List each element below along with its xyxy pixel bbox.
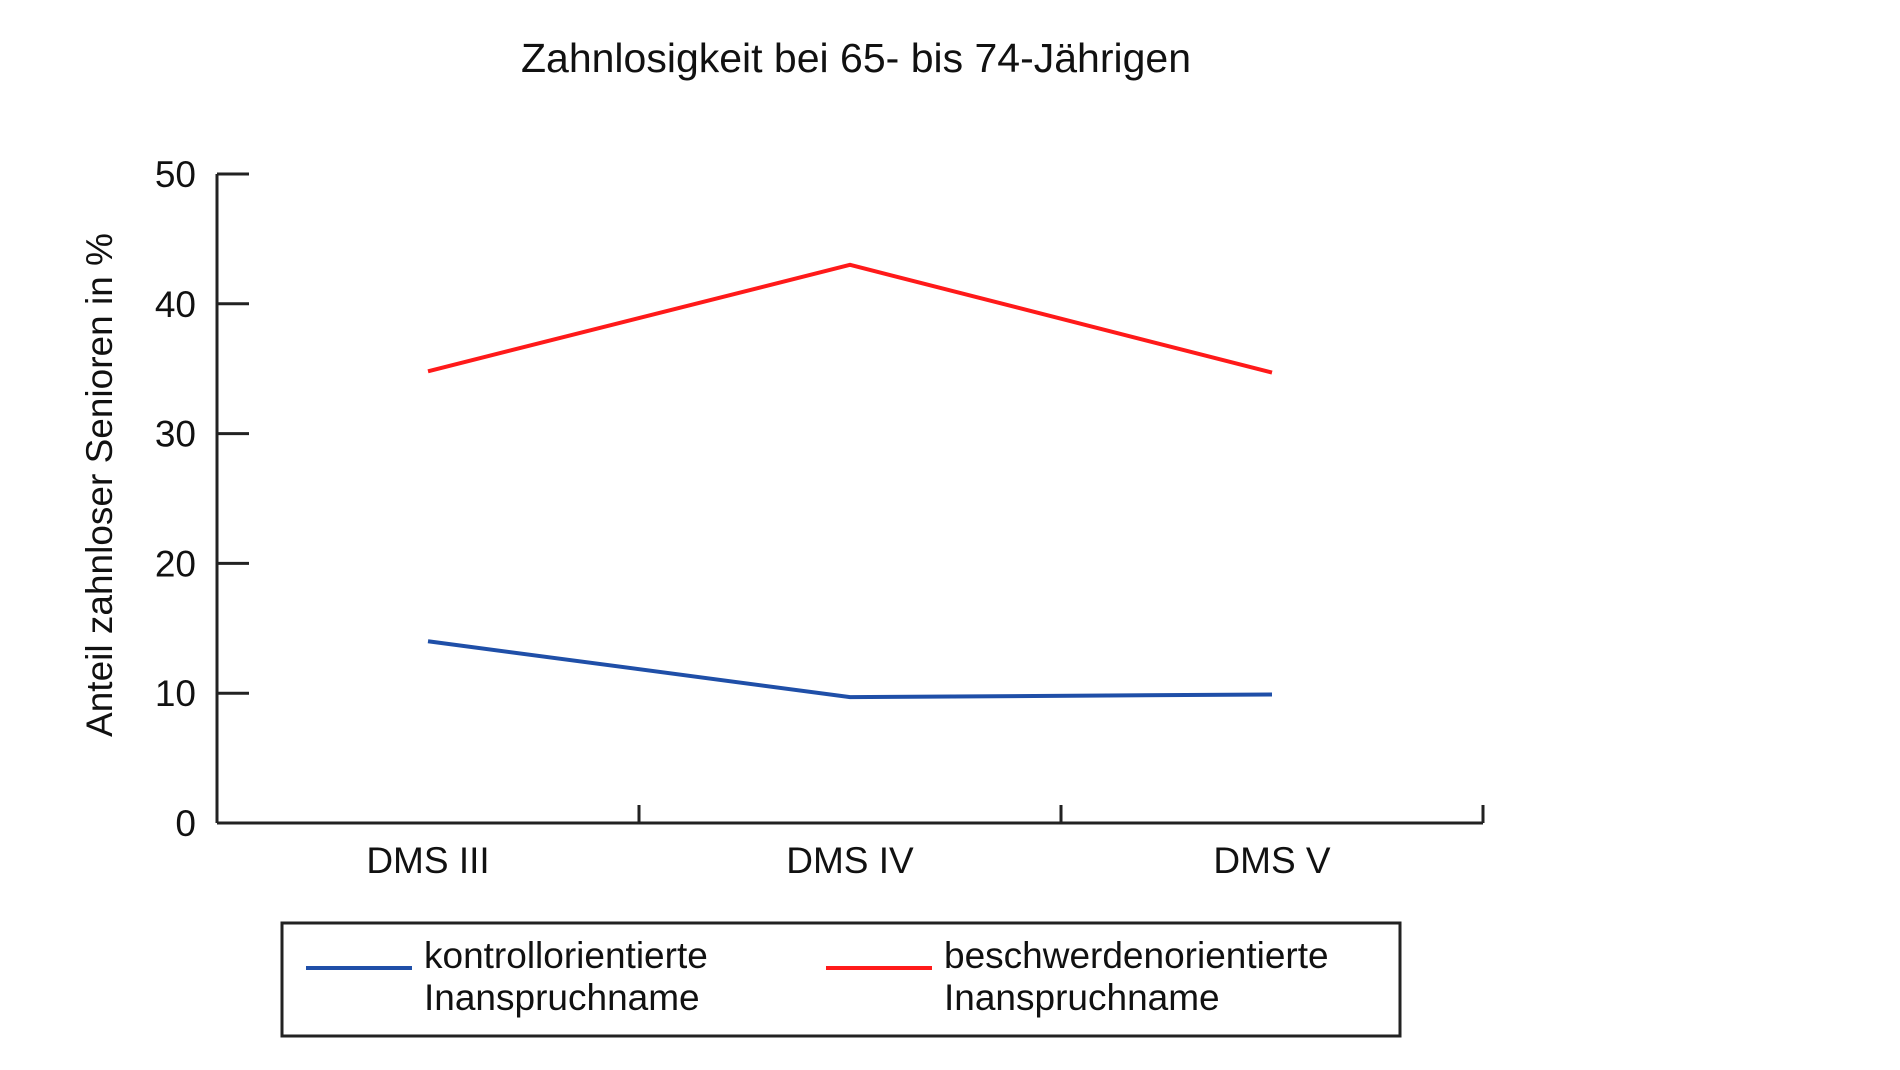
legend-label-1: Inanspruchname (424, 977, 700, 1018)
x-tick-label: DMS IV (786, 840, 914, 881)
y-axis-label-group: Anteil zahnloser Senioren in % (79, 233, 120, 737)
y-tick-label: 40 (155, 284, 196, 325)
y-tick-label: 0 (175, 803, 196, 844)
chart-title: Zahnlosigkeit bei 65- bis 74-Jährigen (521, 35, 1191, 81)
y-axis-label: Anteil zahnloser Senioren in % (79, 233, 120, 737)
axes (215, 174, 1483, 825)
legend-box (280, 921, 1402, 1038)
legend-label-2: Inanspruchname (944, 977, 1220, 1018)
series-line-2 (427, 262, 1273, 375)
y-tick-label: 20 (155, 543, 196, 584)
series-lines (427, 262, 1273, 700)
x-ticks: DMS III DMS IV DMS V (366, 805, 1485, 881)
legend-label-1: kontrollorientierte (424, 935, 708, 976)
x-tick-label: DMS V (1213, 840, 1331, 881)
series-line-1 (427, 639, 1273, 700)
y-ticks: 0 10 20 30 40 50 (155, 154, 249, 844)
legend-items: kontrollorientierteInanspruchnamebeschwe… (306, 935, 1329, 1018)
x-tick-label: DMS III (366, 840, 489, 881)
y-tick-label: 50 (155, 154, 196, 195)
legend: kontrollorientierteInanspruchnamebeschwe… (280, 921, 1402, 1038)
legend-label-2: beschwerdenorientierte (944, 935, 1329, 976)
y-tick-label: 10 (155, 673, 196, 714)
y-tick-label: 30 (155, 414, 196, 455)
